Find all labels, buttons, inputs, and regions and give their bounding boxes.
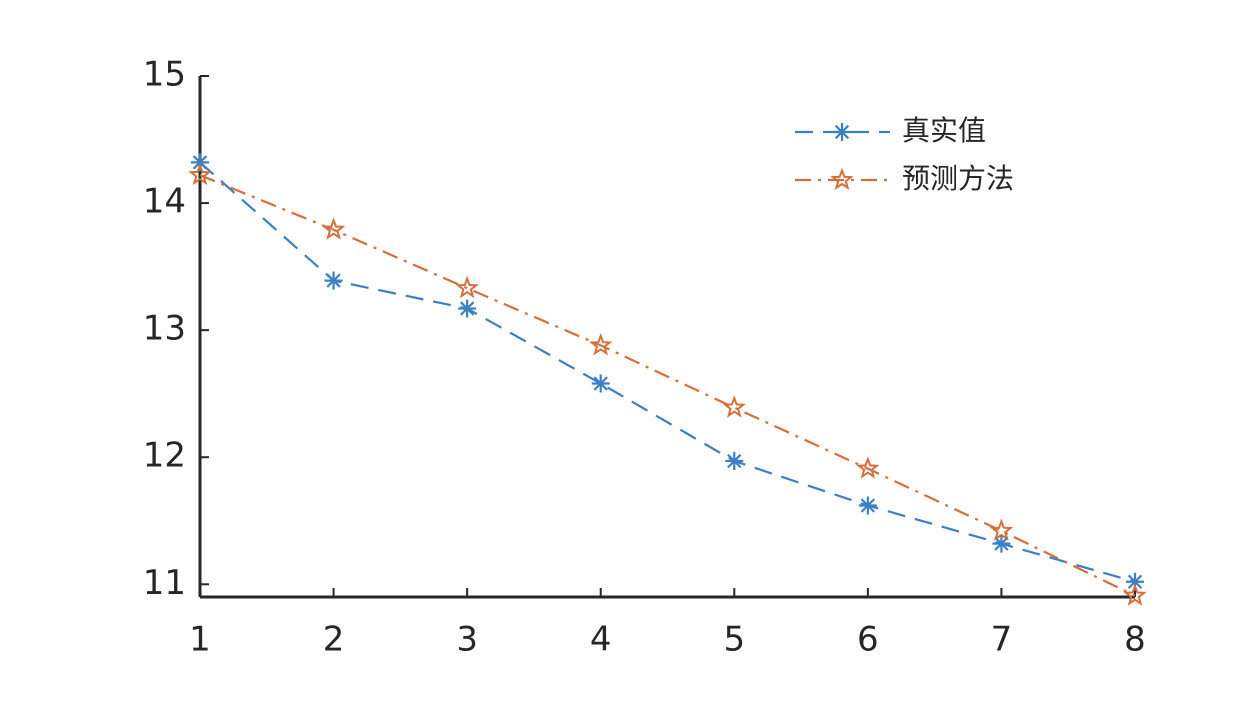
legend-marker <box>833 123 851 141</box>
marker <box>722 395 746 418</box>
series-line <box>199 161 1136 583</box>
y-tick-label: 12 <box>143 436 186 476</box>
marker <box>591 374 610 393</box>
legend-marker <box>830 167 854 191</box>
x-tick-label: 7 <box>991 620 1013 660</box>
x-tick-label: 8 <box>1124 620 1146 660</box>
marker <box>188 162 212 186</box>
legend-label: 真实值 <box>902 114 986 147</box>
marker <box>458 299 477 318</box>
marker <box>191 153 209 172</box>
series-line <box>199 174 1136 597</box>
marker <box>324 271 343 290</box>
marker <box>858 496 877 515</box>
x-tick-label: 3 <box>456 620 478 660</box>
x-tick-label: 1 <box>189 620 211 660</box>
marker <box>588 333 613 356</box>
marker <box>455 275 479 299</box>
x-tick-label: 4 <box>590 620 612 660</box>
y-tick-label: 14 <box>143 182 186 222</box>
x-tick-label: 5 <box>723 620 745 660</box>
x-tick-label: 2 <box>323 620 345 660</box>
marker <box>989 518 1014 541</box>
y-tick-label: 13 <box>143 309 186 349</box>
legend-label: 预测方法 <box>902 162 1014 195</box>
marker <box>992 534 1011 553</box>
y-tick-label: 11 <box>143 563 186 603</box>
marker <box>1123 583 1147 606</box>
marker <box>725 452 744 471</box>
marker <box>1126 572 1144 591</box>
y-tick-label: 15 <box>143 55 186 95</box>
marker <box>321 217 346 240</box>
x-tick-label: 6 <box>857 620 879 660</box>
marker <box>856 456 880 479</box>
